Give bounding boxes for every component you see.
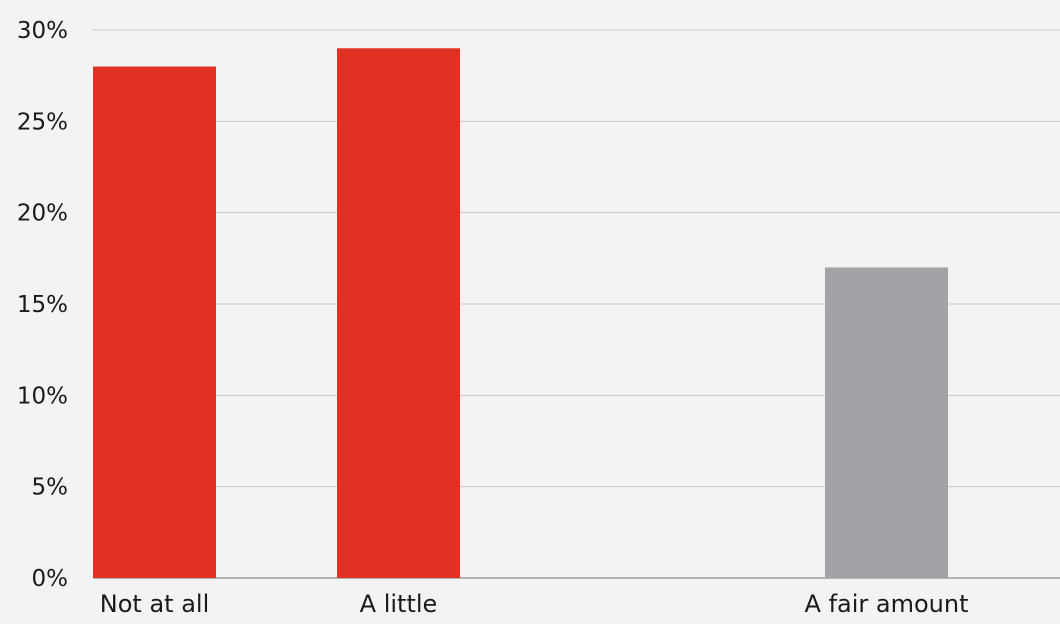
y-axis-ticks: 0% 5% 10% 15% 20% 25% 30% bbox=[17, 18, 68, 592]
y-tick-label: 5% bbox=[32, 475, 69, 501]
x-tick-label: Not at all bbox=[100, 590, 209, 618]
bar bbox=[337, 48, 460, 579]
y-tick-label: 0% bbox=[32, 566, 69, 592]
y-tick-label: 25% bbox=[17, 109, 68, 135]
y-tick-label: 20% bbox=[17, 201, 68, 227]
bar bbox=[93, 66, 216, 579]
x-tick-label: A little bbox=[360, 590, 438, 618]
bar bbox=[825, 267, 948, 578]
y-tick-label: 10% bbox=[17, 383, 68, 409]
y-tick-label: 15% bbox=[17, 292, 68, 318]
bars bbox=[93, 48, 948, 579]
x-tick-label: A fair amount bbox=[805, 590, 969, 618]
y-tick-label: 30% bbox=[17, 18, 68, 44]
